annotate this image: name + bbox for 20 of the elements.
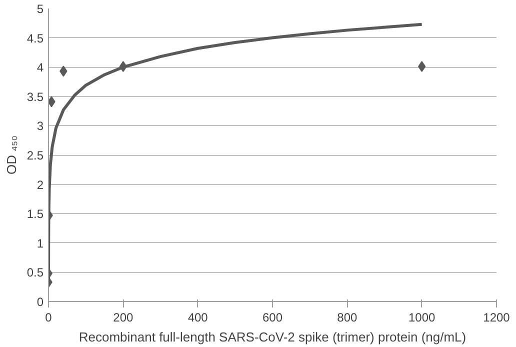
- x-tick-label: 800: [337, 310, 358, 324]
- y-tick-label: 3.5: [26, 90, 44, 104]
- x-tick-label: 400: [188, 310, 208, 324]
- x-tick-label: 600: [262, 310, 283, 324]
- y-tick-label: 1: [36, 236, 44, 250]
- y-tick-label: 0: [36, 295, 44, 309]
- y-tick-label: 4: [36, 60, 44, 75]
- x-tick-label: 0: [45, 310, 52, 324]
- x-tick-label: 1000: [408, 310, 436, 324]
- y-tick-label: 2: [36, 178, 44, 192]
- y-tick-label: 4.5: [26, 31, 44, 46]
- y-tick-label: 1.5: [26, 207, 44, 222]
- y-tick-label: 5: [36, 2, 44, 16]
- y-tick-label: 2.5: [26, 148, 44, 162]
- y-tick-label: 3: [36, 119, 44, 134]
- y-axis-title: OD ₄₅₀: [4, 135, 19, 175]
- x-axis-title: Recombinant full-length SARS-CoV-2 spike (trimer) protein (ng/mL): [78, 330, 466, 344]
- x-tick-label: 1200: [483, 310, 510, 324]
- x-tick-label: 200: [113, 310, 134, 324]
- y-tick-label: 0.5: [26, 266, 44, 280]
